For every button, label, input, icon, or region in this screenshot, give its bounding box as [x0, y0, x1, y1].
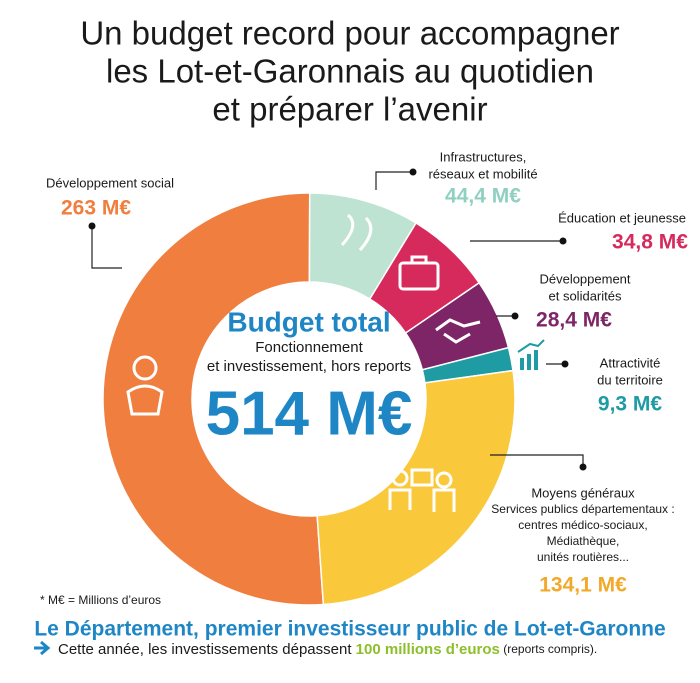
annotation: centres médico-sociaux,	[518, 518, 647, 532]
category-label: Développement	[539, 271, 630, 286]
value-label: 34,8 M€	[612, 231, 688, 254]
leader-line	[490, 454, 584, 467]
category-label: Infrastructures,	[440, 149, 527, 164]
category-label: du territoire	[597, 372, 663, 387]
value-label: 134,1 M€	[539, 574, 627, 597]
footnote: * M€ = Millions d’euros	[40, 593, 161, 607]
arrow-icon	[34, 640, 51, 656]
banner-text-part: Cette année, les investissements dépasse…	[58, 641, 356, 658]
annotation: unités routières...	[537, 550, 629, 564]
icons	[126, 213, 481, 512]
icon-people	[432, 488, 456, 512]
category-label: Moyens généraux	[531, 485, 635, 500]
category-label: Attractivité	[600, 355, 661, 370]
title-line: les Lot-et-Garonnais au quotidien	[106, 53, 594, 90]
icon-people	[388, 488, 412, 510]
value-label: 9,3 M€	[598, 393, 663, 416]
banner-highlight: 100 millions d’euros	[356, 641, 500, 658]
icon-arrow	[517, 339, 545, 353]
donut-segment	[102, 192, 325, 606]
category-label: réseaux et mobilité	[428, 166, 537, 181]
category-label: et solidarités	[549, 288, 622, 303]
total-value: 514 M€	[206, 379, 413, 448]
icon-bar	[527, 354, 531, 370]
center-subtitle: Fonctionnement	[255, 339, 363, 356]
icon-people	[410, 468, 434, 487]
leader-dot	[561, 360, 569, 368]
icon-road	[340, 213, 373, 252]
center-title: Budget total	[227, 306, 390, 337]
annotation: Services publics départementaux :	[491, 502, 674, 516]
donut	[102, 192, 516, 606]
leader-dot	[88, 222, 96, 230]
icon-chart	[517, 339, 545, 370]
leader-dot	[511, 312, 519, 320]
category-label: Éducation et jeunesse	[558, 210, 686, 225]
banner-text-part: (reports compris).	[500, 642, 597, 656]
icon-briefcase	[398, 261, 440, 291]
icon-bar	[534, 350, 538, 370]
center-text: Budget total Fonctionnement et investissem…	[206, 306, 413, 448]
icon-bar	[520, 358, 524, 370]
center-subtitle: et investissement, hors reports	[207, 358, 411, 375]
value-label: 263 M€	[61, 197, 131, 220]
value-label: 28,4 M€	[536, 309, 612, 332]
title-line: et préparer l’avenir	[212, 91, 487, 128]
icon-baby	[132, 355, 158, 381]
banner-text: Cette année, les investissements dépasse…	[58, 641, 597, 658]
icon-handshake	[435, 318, 481, 344]
leader-dot	[559, 237, 567, 245]
leader-dot	[409, 168, 417, 176]
leader-dot	[579, 463, 587, 471]
annotation: Médiathèque,	[547, 534, 620, 548]
leader-line	[91, 226, 122, 269]
value-label: 44,4 M€	[445, 185, 521, 208]
leader-line	[375, 171, 413, 190]
title-line: Un budget record pour accompagner	[80, 15, 619, 52]
icon-people	[391, 469, 409, 487]
icon-briefcase	[410, 255, 428, 263]
banner: Le Département, premier investisseur pub…	[34, 618, 665, 641]
icon-people	[435, 471, 453, 489]
category-label: Développement social	[46, 175, 174, 190]
labels: Développement social 263 M€ Infrastructure…	[46, 149, 688, 596]
donut-segment	[316, 369, 516, 606]
icon-baby	[126, 384, 164, 416]
